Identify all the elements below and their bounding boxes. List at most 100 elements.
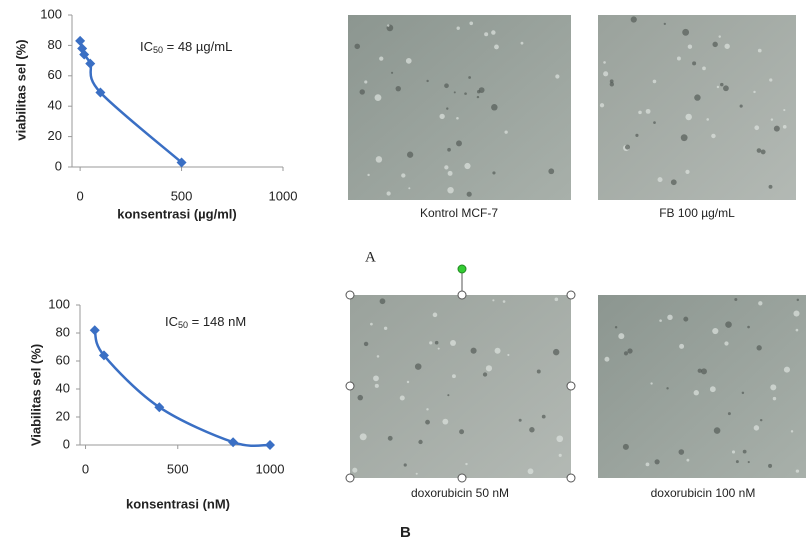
cell <box>796 329 799 332</box>
cell <box>528 468 534 474</box>
cell <box>364 342 368 346</box>
cell <box>743 450 747 454</box>
cell <box>384 327 387 330</box>
cell <box>469 21 473 25</box>
cell <box>664 23 666 25</box>
annotation-part: = 148 nM <box>188 314 246 329</box>
cell <box>465 463 467 465</box>
cell <box>655 459 660 464</box>
cell <box>646 462 650 466</box>
y-tick-label: 60 <box>56 352 70 367</box>
cell <box>456 117 459 120</box>
x-axis-title: konsentrasi (µg/ml) <box>117 206 236 221</box>
cell <box>603 61 606 64</box>
cell <box>484 32 488 36</box>
cell <box>491 104 498 111</box>
micrograph <box>598 15 796 200</box>
cell <box>638 111 642 115</box>
cell <box>769 78 772 81</box>
cell <box>757 345 762 350</box>
cell <box>650 382 652 384</box>
cell <box>471 348 477 354</box>
y-tick-label: 20 <box>56 408 70 423</box>
cell <box>542 415 546 419</box>
marker <box>228 437 238 447</box>
line <box>80 41 181 163</box>
cell <box>467 192 472 197</box>
cell <box>728 412 731 415</box>
cell <box>600 103 604 107</box>
cell <box>454 91 456 93</box>
cell <box>456 140 462 146</box>
cell <box>653 80 657 84</box>
y-tick-label: 20 <box>48 128 62 143</box>
cell <box>760 419 762 421</box>
cell <box>627 348 632 353</box>
annotation-part: IC <box>165 314 178 329</box>
cell <box>748 461 750 463</box>
marker <box>75 36 85 46</box>
annotation-part: 50 <box>178 320 188 330</box>
cell <box>688 45 692 49</box>
cell <box>719 35 721 37</box>
cell <box>548 168 554 174</box>
cell <box>770 384 776 390</box>
cell <box>435 341 439 345</box>
cell <box>694 390 699 395</box>
cell <box>457 27 460 30</box>
cell <box>364 80 367 83</box>
cell <box>494 45 499 50</box>
y-axis-title: viabilitas sel (%) <box>13 39 28 140</box>
cell <box>486 365 492 371</box>
annotation-part: = 48 µg/mL <box>163 39 232 54</box>
cell <box>438 348 440 350</box>
x-tick-label: 1000 <box>269 188 298 203</box>
cell <box>426 408 428 410</box>
cell <box>694 94 700 100</box>
x-tick-label: 0 <box>82 461 89 476</box>
cell <box>360 433 367 440</box>
cell <box>702 67 706 71</box>
caption: doxorubicin 50 nM <box>411 486 509 500</box>
cell <box>407 152 413 158</box>
cell <box>391 72 393 74</box>
cell <box>375 384 379 388</box>
annotation: IC50 = 48 µg/mL <box>140 39 232 55</box>
marker <box>265 440 275 450</box>
cell <box>379 56 383 60</box>
cell <box>529 427 534 432</box>
cell <box>747 326 750 329</box>
micrograph <box>350 295 571 478</box>
cell <box>758 301 762 305</box>
cell <box>797 299 799 301</box>
cell <box>553 349 559 355</box>
caption: FB 100 µg/mL <box>659 206 735 220</box>
cell <box>742 392 744 394</box>
cell <box>712 328 718 334</box>
cell <box>724 341 728 345</box>
cell <box>446 107 448 109</box>
cell <box>631 16 637 22</box>
cell <box>373 375 379 381</box>
cell <box>377 355 380 358</box>
y-tick-label: 40 <box>48 98 62 113</box>
cell <box>396 86 401 91</box>
cell <box>380 298 386 304</box>
cell <box>425 420 430 425</box>
cell <box>692 61 696 65</box>
cell <box>555 298 559 302</box>
cell <box>646 109 651 114</box>
cell <box>360 89 365 94</box>
cell <box>447 148 451 152</box>
cell <box>388 436 393 441</box>
cell <box>464 92 467 95</box>
cell <box>401 173 405 177</box>
cell <box>367 174 369 176</box>
cell <box>732 450 735 453</box>
cell <box>683 317 688 322</box>
cell <box>521 42 524 45</box>
caption: Kontrol MCF-7 <box>420 206 498 220</box>
cell <box>677 57 681 61</box>
cell <box>624 351 628 355</box>
y-tick-label: 0 <box>55 158 62 173</box>
